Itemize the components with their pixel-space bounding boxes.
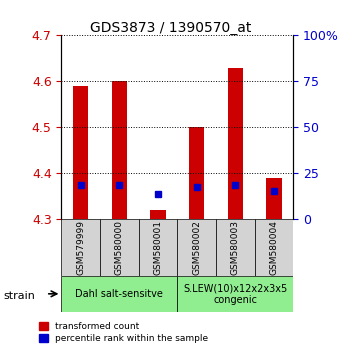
Bar — [189, 127, 204, 219]
Text: GSM580004: GSM580004 — [269, 220, 279, 275]
Text: GSM580001: GSM580001 — [153, 220, 163, 275]
FancyBboxPatch shape — [100, 219, 139, 276]
Legend: transformed count, percentile rank within the sample: transformed count, percentile rank withi… — [39, 322, 208, 343]
Text: GSM580003: GSM580003 — [231, 220, 240, 275]
Bar — [112, 81, 127, 219]
Bar — [150, 210, 166, 219]
Text: GDS3873 / 1390570_at: GDS3873 / 1390570_at — [90, 21, 251, 35]
FancyBboxPatch shape — [216, 219, 255, 276]
FancyBboxPatch shape — [139, 219, 177, 276]
FancyBboxPatch shape — [61, 219, 100, 276]
FancyBboxPatch shape — [61, 276, 177, 312]
Bar — [227, 68, 243, 219]
Text: strain: strain — [3, 291, 35, 301]
Text: Dahl salt-sensitve: Dahl salt-sensitve — [75, 289, 163, 299]
Text: GSM579999: GSM579999 — [76, 220, 85, 275]
Text: GSM580002: GSM580002 — [192, 220, 201, 275]
Text: GSM580000: GSM580000 — [115, 220, 124, 275]
Text: S.LEW(10)x12x2x3x5
congenic: S.LEW(10)x12x2x3x5 congenic — [183, 283, 287, 305]
Bar — [266, 178, 282, 219]
FancyBboxPatch shape — [255, 219, 293, 276]
FancyBboxPatch shape — [177, 219, 216, 276]
FancyBboxPatch shape — [177, 276, 293, 312]
Bar — [73, 86, 88, 219]
